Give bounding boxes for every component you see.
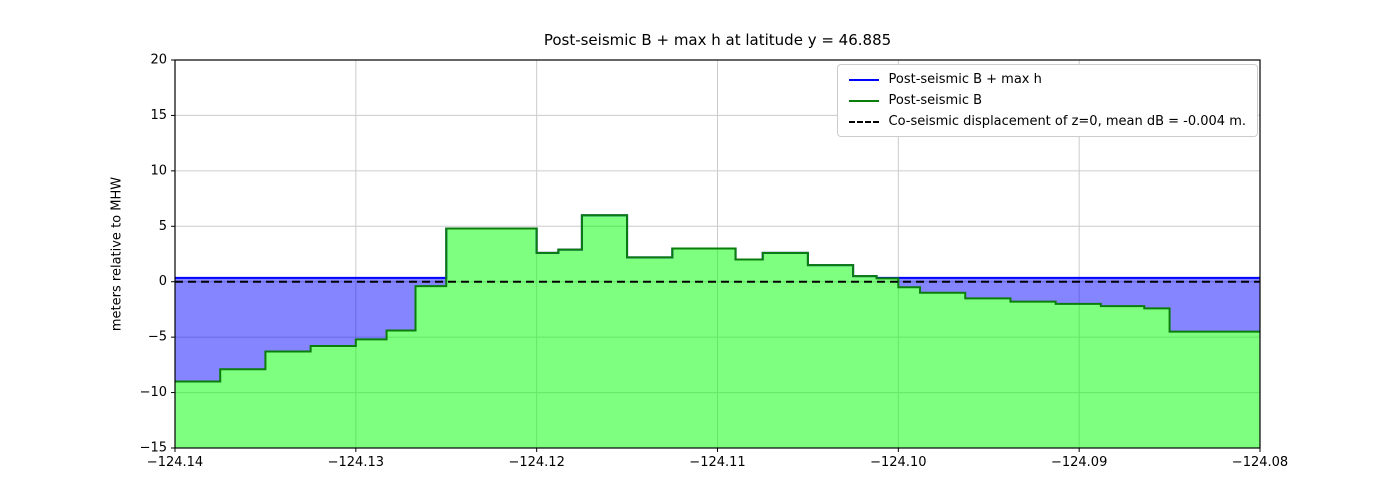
y-tick-label: 5	[159, 219, 167, 234]
x-tick-label: −124.14	[147, 455, 203, 470]
y-tick-label: 15	[150, 108, 167, 123]
y-tick-label: 20	[150, 53, 167, 68]
legend-entry-b: Post-seismic B	[848, 93, 1247, 108]
legend: Post-seismic B + max h Post-seismic B Co…	[836, 64, 1258, 137]
x-tick-label: −124.09	[1051, 455, 1107, 470]
y-tick-label: −15	[140, 441, 167, 456]
legend-line-sample-blue	[848, 78, 879, 81]
x-tick-label: −124.13	[328, 455, 384, 470]
y-tick-label: −5	[148, 330, 167, 345]
y-tick-label: 0	[159, 274, 167, 289]
legend-line-sample-dashed	[848, 120, 879, 123]
y-axis-label: meters relative to MHW	[109, 176, 125, 332]
x-tick-label: −124.10	[870, 455, 926, 470]
legend-label: Post-seismic B	[888, 93, 983, 108]
y-tick-label: 10	[150, 163, 167, 178]
y-tick-label: −10	[140, 385, 167, 400]
legend-entry-coseismic: Co-seismic displacement of z=0, mean dB …	[848, 114, 1247, 129]
chart-title: Post-seismic B + max h at latitude y = 4…	[543, 31, 892, 49]
legend-line-sample-green	[848, 99, 879, 102]
post-seismic-B-line	[175, 214, 1260, 383]
x-tick-label: −124.11	[689, 455, 745, 470]
legend-label: Post-seismic B + max h	[888, 72, 1042, 87]
x-tick-label: −124.08	[1232, 455, 1288, 470]
legend-entry-b-plus-max-h: Post-seismic B + max h	[848, 72, 1247, 87]
x-tick-label: −124.12	[508, 455, 564, 470]
legend-label: Co-seismic displacement of z=0, mean dB …	[888, 114, 1247, 129]
